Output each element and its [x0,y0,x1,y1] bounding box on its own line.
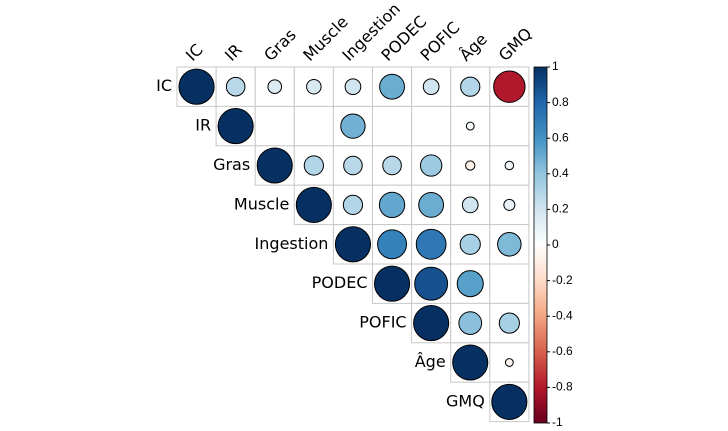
corr-circle [217,108,254,145]
corr-circle [342,194,364,216]
column-label: IC [182,40,207,65]
corr-circle [465,121,475,131]
grid-cell [450,66,491,107]
colorbar-tick-label: 0.6 [552,130,569,144]
colorbar-tick-label: -0.4 [552,308,573,322]
corr-circle [461,196,479,214]
corr-circle [422,78,440,96]
corr-circle [334,226,372,263]
corr-circle [413,305,450,342]
corr-circle [456,270,484,298]
corr-circle [458,311,483,335]
colorbar: 1 0.8 0.6 0.4 0.2 0 -0.2 -0.4 -0.6 -0.8 -1 [533,59,573,429]
row-label: IC [156,76,172,95]
row-label: Âge [415,352,446,371]
corr-circle [378,191,406,219]
corr-circle [225,76,246,97]
colorbar-tick-label: 0.8 [552,95,569,109]
row-label: PODEC [312,273,368,292]
corr-circle [295,186,332,223]
grid-cell [411,145,452,186]
grid-cell [411,105,452,147]
colorbar-tick-label: -1 [552,415,563,429]
grid-cell [293,105,334,147]
correlation-circles [178,68,528,420]
corr-circle [344,78,362,96]
row-label: GMQ [446,391,485,410]
grid-lines [176,66,530,423]
corr-circle [374,265,411,302]
corr-circle [267,79,283,94]
corr-circle [419,154,443,177]
corr-circle [343,155,363,176]
corr-circle [452,344,489,381]
grid-cell [372,105,413,147]
row-label: IR [195,116,211,135]
corr-circle [491,383,528,420]
colorbar-ticks: 1 0.8 0.6 0.4 0.2 0 -0.2 -0.4 -0.6 -0.8 -1 [547,59,573,429]
grid-cell [489,263,530,304]
row-label: Gras [213,155,250,174]
corr-circle [460,76,481,97]
corr-circle [493,70,526,103]
colorbar-tick-label: 0 [552,237,559,251]
corr-circle [465,160,476,171]
colorbar-tick-label: 0.4 [552,166,569,180]
row-label: Muscle [234,194,289,213]
corr-circle [340,113,366,139]
corr-circle [414,266,449,301]
corr-circle [504,358,514,367]
corr-circle [503,198,516,211]
row-label: Ingestion [255,234,329,253]
corr-circle [415,228,447,260]
colorbar-gradient [533,66,548,424]
corr-circle [379,73,405,100]
corr-circle [377,229,408,260]
grid-cell [254,105,295,147]
corr-circle [504,160,515,171]
column-label: Âge [456,30,491,65]
colorbar-tick-label: 0.2 [552,202,569,216]
corr-circle [306,78,322,95]
corr-circle [459,233,481,255]
colorbar-tick-label: -0.6 [552,344,573,358]
grid-cell [489,105,530,147]
corr-circle [498,312,520,334]
corr-circle [497,232,522,257]
column-label: Gras [260,25,300,65]
corr-circle [256,147,293,184]
row-label: POFIC [359,313,406,332]
colorbar-tick-label: -0.8 [552,380,573,394]
corr-circle [303,155,324,176]
colorbar-tick-label: -0.2 [552,273,573,287]
column-label: IR [221,40,246,65]
colorbar-tick-label: 1 [552,59,559,73]
corr-circle [418,191,445,218]
corr-circle [178,68,215,105]
column-label: GMQ [495,24,536,65]
corr-circle [382,155,402,176]
row-labels: IC IR Gras Muscle Ingestion PODEC POFIC Âge GMQ [156,76,485,410]
